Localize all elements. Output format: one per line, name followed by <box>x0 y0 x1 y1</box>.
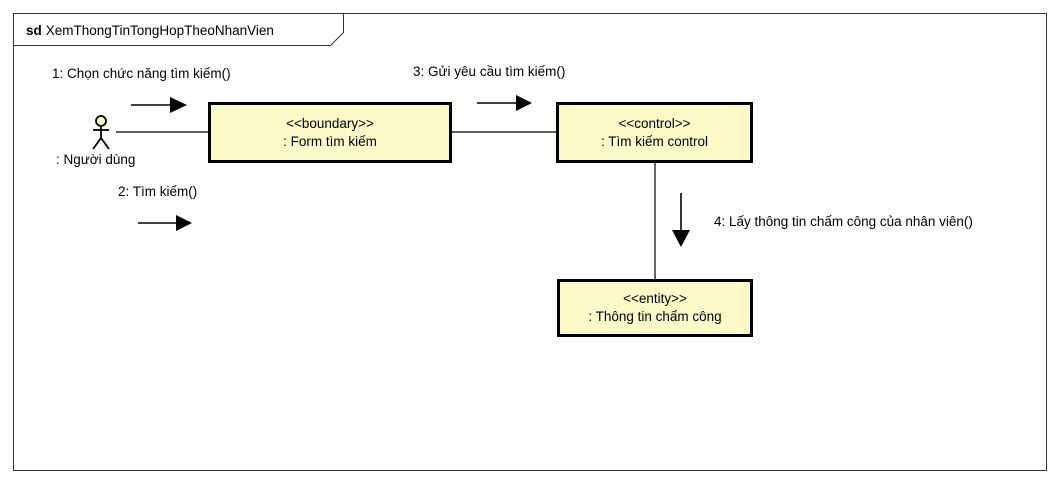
message-2-arrow <box>138 215 192 231</box>
boundary-object-form: <<boundary>> : Form tìm kiếm <box>208 102 452 163</box>
message-1-label: 1: Chọn chức năng tìm kiếm() <box>52 66 231 81</box>
message-4-label: 4: Lấy thông tin chấm công của nhân viên… <box>714 214 973 229</box>
message-1-arrow <box>131 97 187 113</box>
message-4-arrow <box>672 193 690 247</box>
message-3-label: 3: Gửi yêu cầu tìm kiếm() <box>413 64 566 79</box>
frame-border <box>13 13 1047 471</box>
frame-keyword: sd <box>26 23 42 38</box>
object-name: : Tìm kiếm control <box>600 133 709 149</box>
message-2-label: 2: Tìm kiếm() <box>118 184 198 199</box>
object-name: : Thông tin chấm công <box>588 309 722 324</box>
frame-name: XemThongTinTongHopTheoNhanVien <box>45 23 274 38</box>
object-stereotype: <<entity>> <box>623 291 687 306</box>
actor-label: : Người dùng <box>56 152 136 167</box>
control-object-search: <<control>> : Tìm kiếm control <box>556 102 753 163</box>
object-stereotype: <<boundary>> <box>286 115 374 131</box>
message-3-arrow <box>477 95 532 111</box>
object-name: : Form tìm kiếm <box>283 133 377 149</box>
frame-title-tab <box>13 13 344 46</box>
actor-icon <box>92 115 110 150</box>
frame-title: sd XemThongTinTongHopTheoNhanVien <box>26 23 274 39</box>
entity-object-attendance: <<entity>> : Thông tin chấm công <box>557 279 753 337</box>
object-stereotype: <<control>> <box>618 115 691 131</box>
